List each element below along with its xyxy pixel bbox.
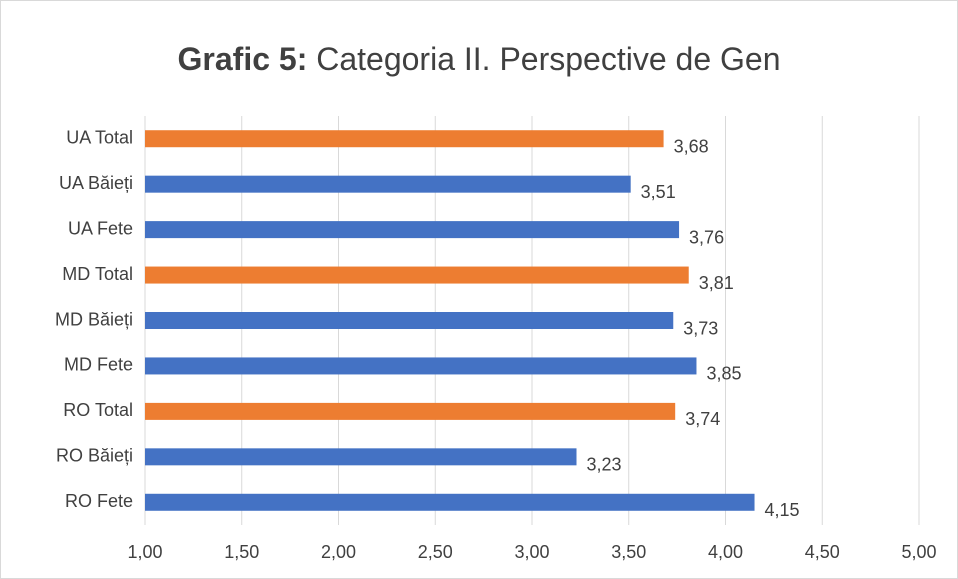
bar bbox=[145, 221, 680, 239]
x-tick-label: 1,00 bbox=[127, 542, 162, 562]
y-tick-label: RO Fete bbox=[65, 491, 133, 511]
bar bbox=[145, 130, 664, 148]
bar bbox=[145, 312, 674, 329]
x-tick-label: 3,00 bbox=[514, 542, 549, 562]
y-tick-label: MD Total bbox=[62, 264, 133, 284]
value-label: 3,76 bbox=[689, 227, 724, 247]
x-tick-label: 1,50 bbox=[224, 542, 259, 562]
value-label: 3,23 bbox=[587, 455, 622, 475]
chart-title: Categoria II. Perspective de Gen bbox=[316, 41, 780, 77]
value-label: 4,15 bbox=[765, 500, 800, 520]
x-tick-label: 2,00 bbox=[321, 542, 356, 562]
value-label: 3,85 bbox=[706, 364, 741, 384]
bar bbox=[145, 402, 676, 420]
x-tick-label: 4,50 bbox=[805, 542, 840, 562]
value-label: 3,51 bbox=[641, 182, 676, 202]
value-label: 3,81 bbox=[699, 273, 734, 293]
bar bbox=[145, 493, 755, 511]
chart-title-prefix: Grafic 5: bbox=[178, 41, 308, 77]
x-tick-label: 5,00 bbox=[901, 542, 936, 562]
x-tick-label: 4,00 bbox=[708, 542, 743, 562]
value-label: 3,68 bbox=[674, 136, 709, 156]
bar bbox=[145, 175, 631, 193]
bar bbox=[145, 357, 697, 375]
y-tick-label: MD Băieți bbox=[55, 309, 133, 329]
bar bbox=[145, 448, 577, 466]
value-label: 3,74 bbox=[685, 409, 720, 429]
x-tick-label: 3,50 bbox=[611, 542, 646, 562]
bar bbox=[145, 266, 689, 284]
value-label: 3,73 bbox=[683, 318, 718, 338]
chart-title-group: Grafic 5: Categoria II. Perspective de G… bbox=[178, 41, 781, 77]
y-tick-label: MD Fete bbox=[64, 355, 133, 375]
y-tick-label: UA Băieți bbox=[59, 173, 133, 193]
x-tick-label: 2,50 bbox=[418, 542, 453, 562]
y-tick-label: RO Total bbox=[63, 400, 133, 420]
y-tick-label: RO Băieți bbox=[56, 446, 133, 466]
y-tick-label: UA Total bbox=[66, 127, 133, 147]
y-tick-label: UA Fete bbox=[68, 218, 133, 238]
